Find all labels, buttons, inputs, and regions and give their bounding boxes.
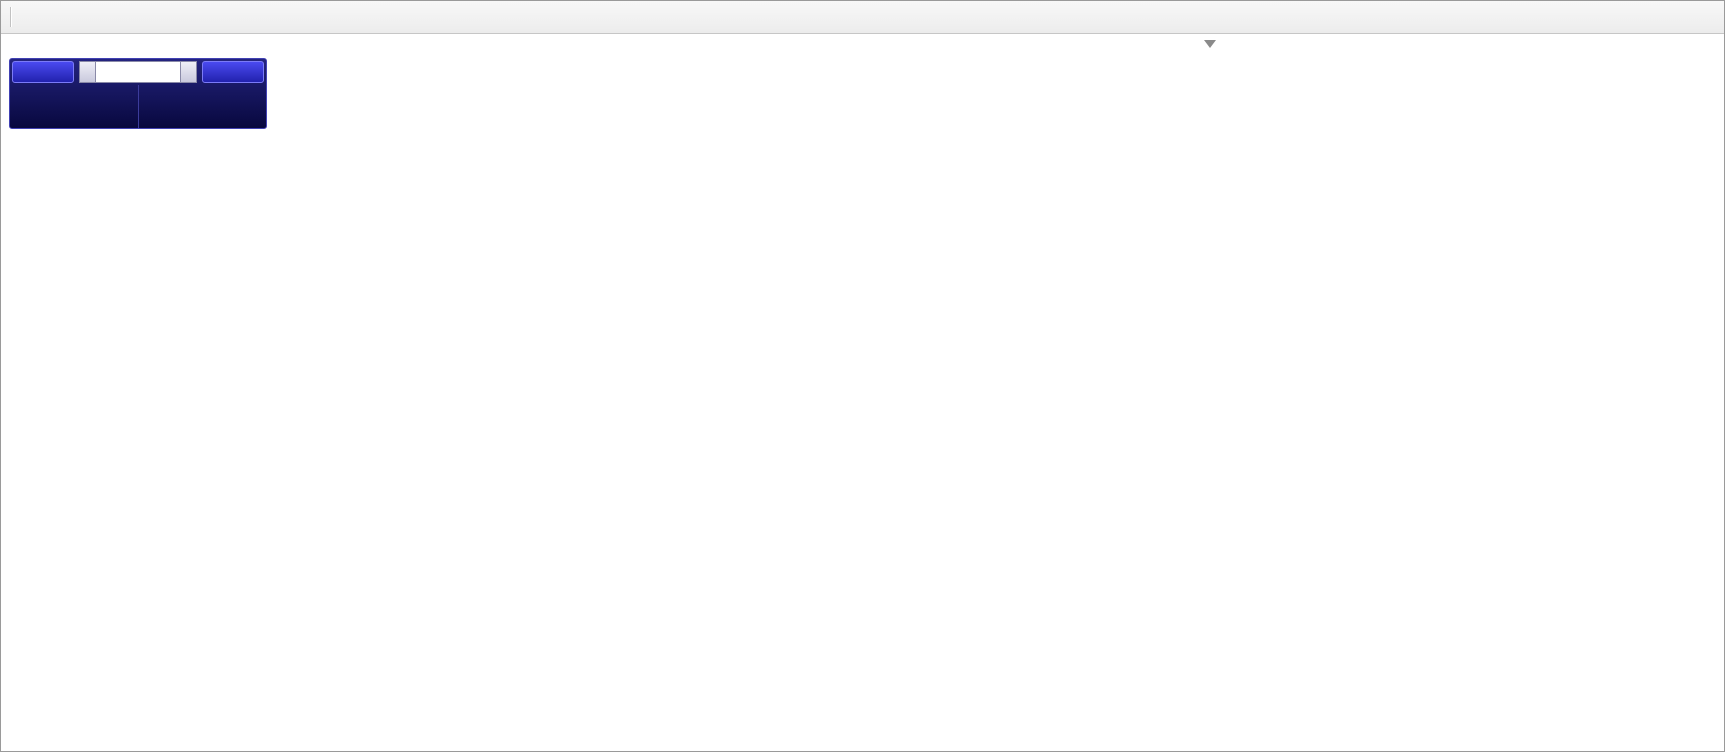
macd-panel-label — [11, 494, 29, 506]
buy-button[interactable] — [202, 61, 264, 83]
buy-price[interactable] — [137, 85, 267, 128]
one-click-trading-panel — [9, 58, 267, 129]
volume-increase-button[interactable] — [180, 61, 197, 83]
volume-stepper — [79, 61, 197, 83]
rsi-panel-label — [11, 551, 23, 563]
sell-button[interactable] — [12, 61, 74, 83]
volume-input[interactable] — [96, 61, 180, 83]
toolbar-separator — [10, 7, 11, 27]
sell-price[interactable] — [10, 85, 138, 128]
volume-decrease-button[interactable] — [79, 61, 96, 83]
symbol-header — [10, 42, 34, 54]
toolbar — [1, 1, 1724, 34]
chart-shift-marker — [1204, 40, 1216, 48]
